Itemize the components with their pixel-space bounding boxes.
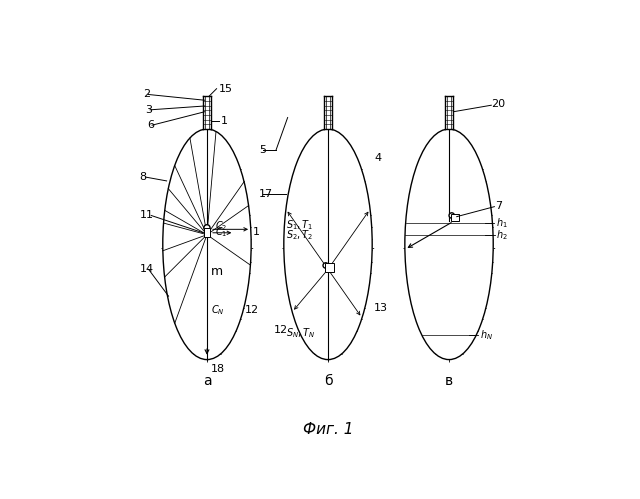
Text: 1: 1 xyxy=(221,116,228,126)
Text: 15: 15 xyxy=(218,84,232,94)
Text: б: б xyxy=(324,374,332,388)
Text: 7: 7 xyxy=(495,201,502,211)
Text: 5: 5 xyxy=(259,145,266,155)
Circle shape xyxy=(449,213,454,218)
Circle shape xyxy=(323,263,328,268)
Text: в: в xyxy=(445,374,453,388)
Text: 13: 13 xyxy=(374,303,388,313)
Text: $C_2$: $C_2$ xyxy=(216,220,228,233)
Text: $S_N,T_N$: $S_N,T_N$ xyxy=(285,326,315,340)
Text: 20: 20 xyxy=(492,99,506,109)
Text: 12: 12 xyxy=(274,325,289,335)
Text: 12: 12 xyxy=(244,304,259,315)
Text: 8: 8 xyxy=(140,172,147,182)
Text: 11: 11 xyxy=(140,211,154,221)
Text: 4: 4 xyxy=(374,153,381,163)
Text: Фиг. 1: Фиг. 1 xyxy=(303,422,353,437)
Text: $C_N$: $C_N$ xyxy=(211,303,225,316)
Text: $h_1$: $h_1$ xyxy=(495,216,508,230)
Bar xyxy=(324,96,332,129)
Bar xyxy=(203,96,211,129)
Text: 1: 1 xyxy=(253,227,260,237)
Ellipse shape xyxy=(163,129,251,360)
Ellipse shape xyxy=(284,129,372,360)
Text: $S_1,T_1$: $S_1,T_1$ xyxy=(285,218,313,232)
Ellipse shape xyxy=(405,129,493,360)
Bar xyxy=(204,228,210,238)
Text: $C_1$: $C_1$ xyxy=(216,225,228,239)
Bar xyxy=(445,96,453,129)
Text: а: а xyxy=(203,374,211,388)
Text: $h_2$: $h_2$ xyxy=(496,228,508,242)
Text: $h_N$: $h_N$ xyxy=(479,328,493,341)
Text: 14: 14 xyxy=(140,264,154,274)
Circle shape xyxy=(204,225,210,231)
Text: 2: 2 xyxy=(143,89,150,99)
Bar xyxy=(325,263,334,271)
Text: $S_2,T_2$: $S_2,T_2$ xyxy=(285,228,313,242)
Text: 18: 18 xyxy=(211,364,225,374)
Bar xyxy=(451,214,459,221)
Text: 3: 3 xyxy=(145,105,152,115)
Text: m: m xyxy=(211,264,223,278)
Text: 17: 17 xyxy=(259,189,273,200)
Text: 6: 6 xyxy=(147,120,154,130)
